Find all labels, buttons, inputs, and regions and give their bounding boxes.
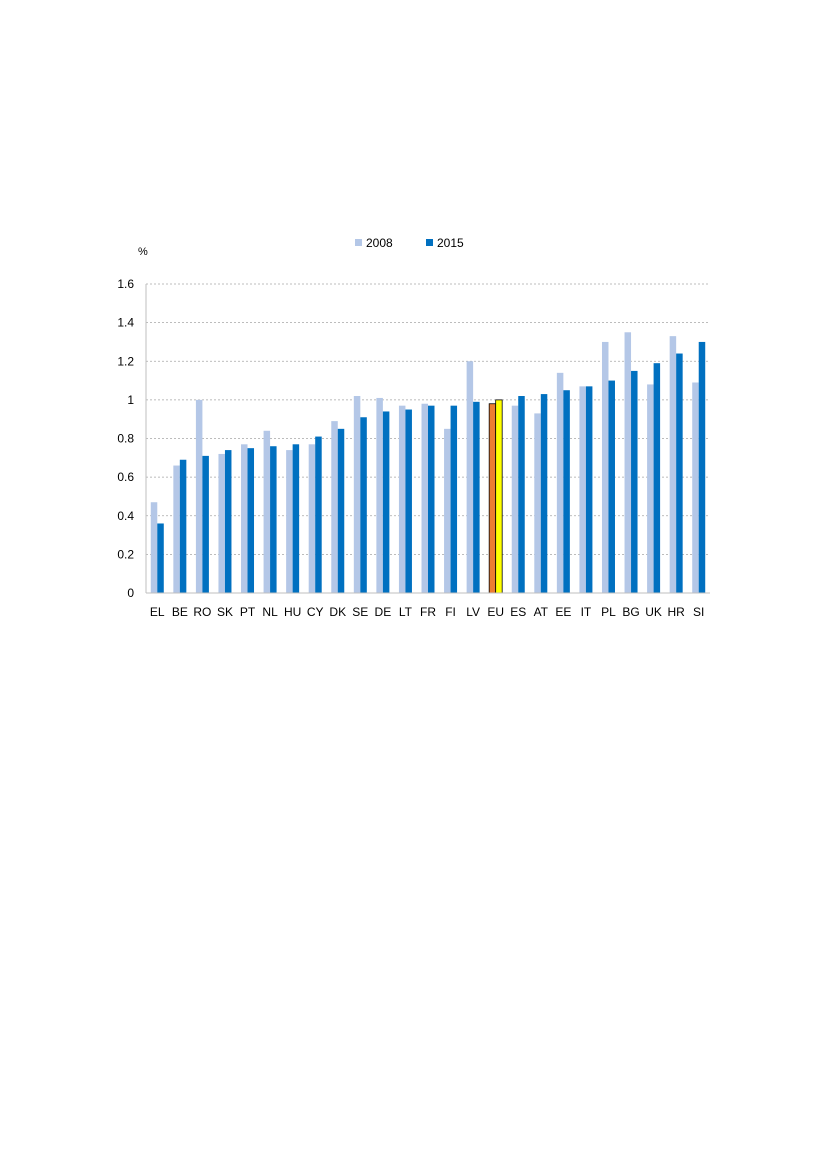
x-tick-label: FI bbox=[445, 605, 456, 619]
legend-label-2015: 2015 bbox=[437, 236, 464, 250]
y-axis-unit-label: % bbox=[138, 246, 148, 258]
bar-2015-fi bbox=[450, 405, 458, 593]
bar-2015-be bbox=[179, 459, 187, 593]
legend-swatch-2008 bbox=[355, 239, 362, 246]
bar-2015-de bbox=[382, 411, 390, 593]
bar-2008-si bbox=[692, 382, 699, 593]
x-tick-label: EL bbox=[150, 605, 165, 619]
bar-2008-eu bbox=[488, 403, 497, 594]
x-tick-label: AT bbox=[534, 605, 549, 619]
bar-2015-pt bbox=[247, 448, 255, 593]
bar-2008-bg bbox=[624, 332, 632, 593]
y-tick-label: 0.6 bbox=[117, 470, 134, 484]
bar-2015-dk bbox=[337, 428, 345, 593]
y-tick-label: 1.4 bbox=[117, 316, 134, 330]
x-tick-label: DK bbox=[329, 605, 346, 619]
bar-2015-el bbox=[157, 523, 164, 593]
bar-2015-hu bbox=[292, 444, 300, 593]
bar-2015-cy bbox=[315, 436, 322, 593]
y-tick-label: 0.4 bbox=[117, 509, 134, 523]
x-tick-label: PT bbox=[240, 605, 256, 619]
bars bbox=[150, 332, 706, 594]
bar-2015-sk bbox=[224, 450, 232, 593]
bar-2015-es bbox=[518, 396, 525, 593]
bar-2008-pl bbox=[601, 341, 609, 593]
bar-2015-ro bbox=[202, 455, 209, 593]
bar-2008-el bbox=[150, 502, 158, 593]
bar-2008-ro bbox=[195, 399, 203, 593]
x-tick-label: RO bbox=[193, 605, 211, 619]
bar-2015-si bbox=[698, 341, 706, 593]
y-tick-label: 1 bbox=[127, 393, 134, 407]
x-tick-label: SE bbox=[352, 605, 368, 619]
x-tick-label: FR bbox=[420, 605, 436, 619]
bar-2008-ee bbox=[556, 372, 564, 593]
x-tick-label: BG bbox=[622, 605, 639, 619]
x-tick-label: HR bbox=[667, 605, 685, 619]
bar-2008-pt bbox=[241, 444, 248, 593]
y-axis-ticks: 0 0.2 0.4 0.6 0.8 1 1.2 1.4 1.6 bbox=[117, 277, 134, 600]
bar-2015-hr bbox=[676, 353, 683, 593]
legend: 2008 2015 bbox=[355, 236, 464, 250]
y-tick-label: 0.2 bbox=[117, 547, 134, 561]
x-axis-ticks: EL BE RO SK PT NL HU CY DK SE DE LT FR FI LV EU ES AT EE IT… bbox=[150, 605, 704, 619]
bar-2008-de bbox=[376, 397, 383, 593]
x-tick-label: UK bbox=[645, 605, 662, 619]
x-tick-label: PL bbox=[601, 605, 616, 619]
x-tick-label: CY bbox=[307, 605, 324, 619]
x-tick-label: LT bbox=[399, 605, 413, 619]
bar-2015-nl bbox=[270, 446, 277, 593]
bar-2015-ee bbox=[563, 390, 570, 593]
bar-2008-es bbox=[511, 405, 519, 593]
bar-2015-bg bbox=[631, 370, 638, 593]
x-tick-label: IT bbox=[581, 605, 592, 619]
bar-2008-sk bbox=[218, 453, 225, 593]
x-tick-label: EU bbox=[487, 605, 504, 619]
bar-2008-lt bbox=[398, 405, 406, 593]
x-tick-label: HU bbox=[284, 605, 301, 619]
bar-2015-lt bbox=[405, 409, 412, 593]
y-tick-label: 1.6 bbox=[117, 277, 134, 291]
legend-label-2008: 2008 bbox=[366, 236, 393, 250]
bar-2015-lv bbox=[473, 401, 480, 593]
bar-2015-at bbox=[540, 394, 548, 593]
y-tick-label: 1.2 bbox=[117, 354, 134, 368]
bar-2008-fr bbox=[421, 403, 428, 593]
bar-2008-nl bbox=[263, 430, 271, 593]
bar-2008-be bbox=[173, 465, 180, 593]
bar-2008-fi bbox=[444, 428, 451, 593]
bar-2015-se bbox=[360, 417, 367, 593]
x-tick-label: EE bbox=[555, 605, 571, 619]
bar-2008-uk bbox=[647, 384, 654, 593]
legend-swatch-2015 bbox=[426, 239, 433, 246]
bar-2008-se bbox=[353, 396, 361, 593]
bar-2015-it bbox=[585, 386, 593, 593]
x-tick-label: ES bbox=[510, 605, 526, 619]
x-tick-label: SK bbox=[217, 605, 233, 619]
x-tick-label: BE bbox=[172, 605, 188, 619]
bar-2008-hr bbox=[669, 336, 677, 593]
bar-2015-pl bbox=[608, 380, 615, 593]
x-tick-label: SI bbox=[693, 605, 704, 619]
y-tick-label: 0.8 bbox=[117, 432, 134, 446]
bar-2008-at bbox=[534, 413, 541, 593]
x-tick-label: DE bbox=[375, 605, 392, 619]
x-tick-label: NL bbox=[262, 605, 278, 619]
bar-2008-it bbox=[579, 386, 586, 593]
gridlines bbox=[146, 283, 710, 555]
bar-2008-hu bbox=[286, 450, 293, 593]
x-tick-label: LV bbox=[466, 605, 480, 619]
bar-2015-uk bbox=[653, 363, 661, 593]
bar-2015-eu bbox=[495, 399, 503, 594]
bar-2015-fr bbox=[428, 405, 435, 593]
y-tick-label: 0 bbox=[127, 586, 134, 600]
bar-2008-lv bbox=[466, 361, 474, 593]
bar-2008-cy bbox=[308, 444, 316, 593]
bar-2008-dk bbox=[331, 421, 338, 593]
